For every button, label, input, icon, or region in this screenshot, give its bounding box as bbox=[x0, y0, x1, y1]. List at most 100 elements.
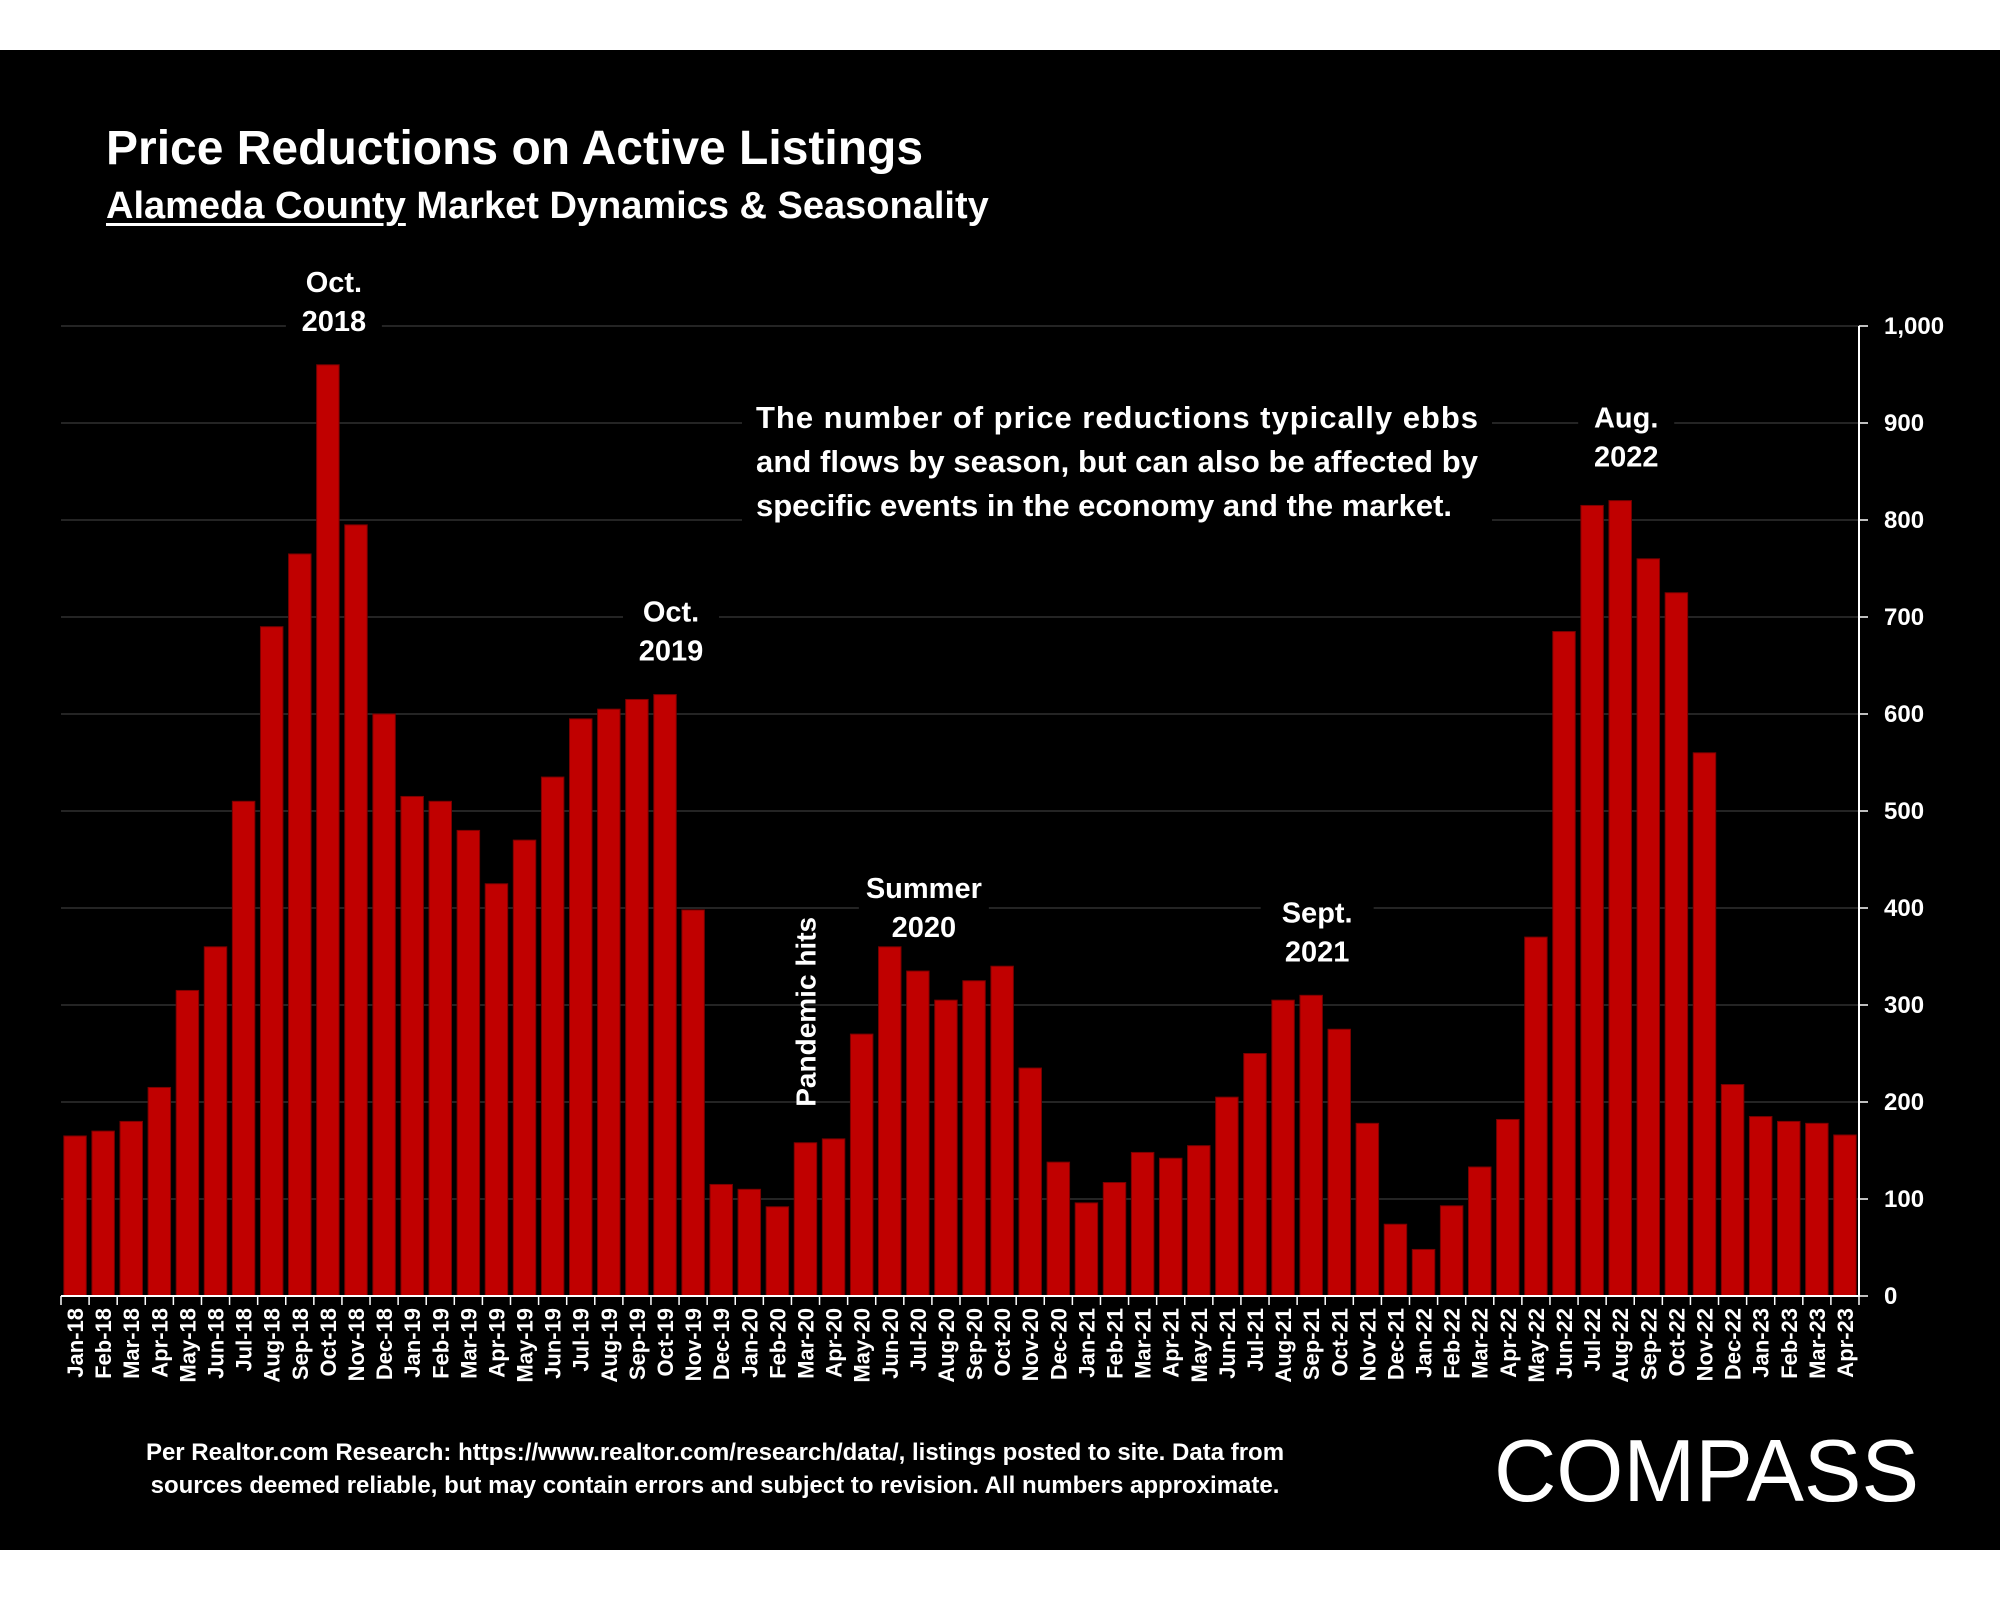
y-axis-tick-labels: 0 100 200 300 400 500 600 700 800 900 1,000 bbox=[1884, 313, 1944, 1310]
x-axis-tick-label: Jan-22 bbox=[1412, 1308, 1437, 1378]
x-axis-tick-label: Dec-21 bbox=[1383, 1308, 1408, 1380]
bar-nov-21 bbox=[1355, 1122, 1380, 1297]
bar-aug-22 bbox=[1608, 500, 1632, 1297]
bar-dec-18 bbox=[372, 713, 396, 1297]
x-axis-tick-label: Aug-19 bbox=[597, 1308, 622, 1383]
x-axis-tick-labels: Jan-18 Feb-18 Mar-18 Apr-18 May-18 Jun-18 Jul-… bbox=[63, 1308, 1858, 1383]
compass-logo: COMPASS bbox=[1494, 1429, 1919, 1509]
bar-sep-19 bbox=[625, 698, 649, 1297]
source-note-line-2: sources deemed reliable, but may contain… bbox=[150, 1472, 1280, 1499]
bar-sep-20 bbox=[962, 980, 986, 1297]
x-axis-tick-label: Mar-20 bbox=[793, 1308, 818, 1379]
bar-oct-18 bbox=[316, 364, 340, 1297]
bar-may-18 bbox=[175, 989, 200, 1297]
x-axis-tick-label: Mar-19 bbox=[456, 1308, 481, 1379]
bar-jan-18 bbox=[63, 1135, 87, 1297]
x-axis-tick-label: Oct-21 bbox=[1327, 1308, 1352, 1376]
x-axis-tick-label: Aug-20 bbox=[934, 1308, 959, 1383]
label-backdrop bbox=[623, 587, 720, 673]
x-axis-tick-label: Jan-19 bbox=[400, 1308, 425, 1378]
annotation-jul-20: Summer bbox=[866, 873, 982, 905]
bar-jan-21 bbox=[1074, 1202, 1099, 1297]
x-axis-tick-label: Jun-19 bbox=[541, 1308, 566, 1379]
bar-sep-21 bbox=[1299, 994, 1323, 1297]
bar-apr-18 bbox=[147, 1086, 172, 1297]
bar-may-22 bbox=[1524, 936, 1548, 1297]
x-axis-tick-label: Nov-20 bbox=[1018, 1308, 1043, 1381]
x-axis-tick-label: May-21 bbox=[1187, 1308, 1212, 1383]
x-axis-tick-label: Jan-23 bbox=[1749, 1308, 1774, 1378]
bar-mar-18 bbox=[119, 1120, 143, 1297]
y-axis-tick-label: 400 bbox=[1884, 895, 1924, 922]
x-axis-tick-label: Jul-20 bbox=[906, 1308, 931, 1372]
bar-jan-20 bbox=[737, 1188, 762, 1297]
bar-jul-18 bbox=[231, 800, 256, 1297]
x-axis-tick-label: Oct-22 bbox=[1664, 1308, 1689, 1376]
x-axis-tick-label: Oct-19 bbox=[653, 1308, 678, 1376]
x-axis-tick-label: Feb-20 bbox=[765, 1308, 790, 1379]
bar-nov-19 bbox=[681, 909, 705, 1297]
bar-sep-18 bbox=[288, 553, 312, 1297]
annotation-oct-19: 2019 bbox=[639, 636, 704, 668]
y-axis-tick-label: 100 bbox=[1884, 1186, 1924, 1213]
x-axis-tick-label: Dec-22 bbox=[1721, 1308, 1746, 1380]
x-axis-tick-label: Sep-19 bbox=[625, 1308, 650, 1380]
bar-jan-19 bbox=[400, 795, 424, 1297]
x-axis-tick-label: May-20 bbox=[850, 1308, 875, 1383]
bar-jul-22 bbox=[1580, 504, 1604, 1297]
page-subtitle: Alameda County Market Dynamics & Seasona… bbox=[106, 185, 989, 228]
x-axis-tick-label: Nov-21 bbox=[1355, 1308, 1380, 1381]
bar-mar-23 bbox=[1805, 1122, 1829, 1297]
x-axis-tick-label: Dec-20 bbox=[1046, 1308, 1071, 1380]
bar-oct-20 bbox=[990, 965, 1014, 1297]
bar-apr-23 bbox=[1833, 1134, 1857, 1297]
annotation-pandemic-hits: Pandemic hits bbox=[790, 917, 821, 1107]
label-backdrop bbox=[858, 864, 989, 950]
x-axis-tick-label: Sep-22 bbox=[1636, 1308, 1661, 1380]
x-axis-tick-label: Jun-21 bbox=[1215, 1308, 1240, 1379]
bar-dec-19 bbox=[709, 1183, 733, 1297]
x-axis-tick-label: Aug-21 bbox=[1271, 1308, 1296, 1383]
x-axis-tick-label: Sep-20 bbox=[962, 1308, 987, 1380]
bar-may-19 bbox=[512, 839, 537, 1297]
label-backdrop bbox=[742, 394, 1492, 530]
label-backdrop bbox=[285, 257, 382, 343]
annotation-sep-21: 2021 bbox=[1285, 936, 1350, 968]
x-axis-tick-label: Nov-19 bbox=[681, 1308, 706, 1381]
subtitle-county-link: Alameda County bbox=[106, 185, 406, 227]
y-axis-tick-label: 800 bbox=[1884, 507, 1924, 534]
callout-line: and flows by season, but can also be aff… bbox=[756, 444, 1479, 479]
y-axis-tick-label: 0 bbox=[1884, 1283, 1897, 1310]
x-axis-tick-label: Aug-18 bbox=[260, 1308, 285, 1383]
bar-jun-18 bbox=[203, 946, 228, 1297]
x-axis-tick-label: May-22 bbox=[1524, 1308, 1549, 1383]
annotation-aug-22: Aug. bbox=[1594, 403, 1658, 435]
label-backdrop bbox=[1260, 888, 1374, 974]
x-axis-tick-label: Mar-18 bbox=[119, 1308, 144, 1379]
bar-feb-23 bbox=[1777, 1120, 1801, 1297]
y-axis-tick-label: 900 bbox=[1884, 410, 1924, 437]
x-axis-tick-label: Apr-20 bbox=[822, 1308, 847, 1378]
x-axis-tick-label: Feb-23 bbox=[1777, 1308, 1802, 1379]
bar-mar-21 bbox=[1130, 1151, 1155, 1297]
bar-jul-20 bbox=[906, 970, 930, 1297]
annotation-oct-18: 2018 bbox=[302, 306, 367, 338]
bar-jun-19 bbox=[540, 776, 565, 1297]
x-axis-tick-label: May-18 bbox=[175, 1308, 200, 1383]
bar-dec-20 bbox=[1046, 1161, 1071, 1297]
x-axis-tick-label: May-19 bbox=[513, 1308, 538, 1383]
bar-mar-20 bbox=[793, 1142, 818, 1297]
bar-feb-21 bbox=[1102, 1182, 1127, 1297]
bar-nov-22 bbox=[1692, 752, 1717, 1297]
bars bbox=[63, 364, 1857, 1297]
bar-mar-19 bbox=[456, 829, 481, 1297]
bar-jan-22 bbox=[1411, 1248, 1436, 1297]
logo-wordmark: COMPASS bbox=[1494, 1429, 1919, 1509]
x-axis-tick-label: Feb-18 bbox=[91, 1308, 116, 1379]
bar-aug-19 bbox=[597, 708, 621, 1297]
x-axis-tick-label: Jul-22 bbox=[1580, 1308, 1605, 1372]
bar-mar-22 bbox=[1467, 1166, 1492, 1297]
x-axis-tick-label: Sep-18 bbox=[288, 1308, 313, 1380]
label-backdrop bbox=[1578, 393, 1675, 479]
x-axis-tick-label: Apr-18 bbox=[147, 1308, 172, 1378]
